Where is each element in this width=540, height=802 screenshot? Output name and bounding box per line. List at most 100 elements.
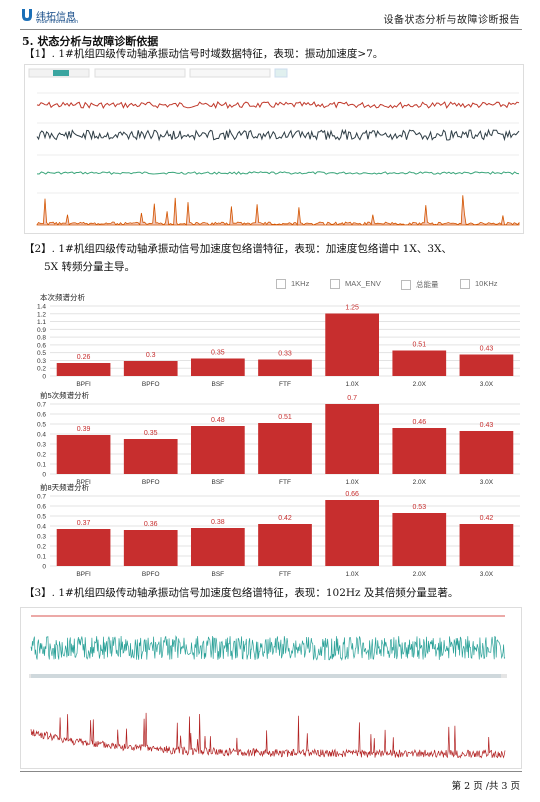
bar-3.0X xyxy=(459,524,514,566)
bar-value-label: 0.43 xyxy=(480,346,494,353)
time-domain-screenshot xyxy=(24,64,524,234)
company-logo-icon xyxy=(22,9,32,21)
x-tick-label: FTF xyxy=(279,571,291,577)
bar-value-label: 0.39 xyxy=(77,426,91,433)
x-tick-label: 3.0X xyxy=(480,571,494,577)
legend-item-total-energy[interactable]: 总能量 xyxy=(401,279,439,291)
y-tick-label: 1.2 xyxy=(37,311,46,318)
x-tick-label: 1.0X xyxy=(345,381,359,388)
bar-1.0X xyxy=(325,404,379,474)
y-tick-label: 0 xyxy=(42,374,46,381)
waveform-green xyxy=(36,171,520,175)
x-tick-label: 3.0X xyxy=(480,479,494,486)
footer-divider xyxy=(20,771,522,772)
y-tick-label: 0 xyxy=(42,472,46,479)
y-tick-label: 0.6 xyxy=(37,342,46,349)
y-tick-label: 0.6 xyxy=(37,504,46,511)
bar-value-label: 0.33 xyxy=(278,351,292,358)
x-tick-label: 2.0X xyxy=(413,381,427,388)
time-domain-waveforms xyxy=(28,68,520,226)
bar-value-label: 1.25 xyxy=(345,305,359,312)
bar-value-label: 0.26 xyxy=(77,354,91,361)
legend-item-max-env[interactable]: MAX_ENV xyxy=(330,279,381,290)
bar-1.0X xyxy=(325,313,379,376)
x-tick-label: 3.0X xyxy=(480,381,494,388)
x-tick-label: BPFI xyxy=(76,381,91,388)
company-logo-subtext: Vtue Information xyxy=(36,19,79,25)
legend-item-1khz[interactable]: 1KHz xyxy=(276,279,309,290)
y-tick-label: 1.4 xyxy=(37,304,46,311)
x-tick-label: BSF xyxy=(212,479,225,486)
y-tick-label: 0.7 xyxy=(37,494,46,501)
y-tick-label: 0.3 xyxy=(37,534,46,541)
bar-value-label: 0.51 xyxy=(412,342,426,349)
chart-title-1: 前5次频谱分析 xyxy=(40,390,90,400)
y-tick-label: 0.4 xyxy=(37,524,46,531)
bar-BPFI xyxy=(56,529,111,566)
envelope-spectrum-screenshot xyxy=(20,607,522,769)
y-tick-label: 0.2 xyxy=(37,452,46,459)
y-tick-label: 0.8 xyxy=(37,335,46,342)
x-tick-label: 2.0X xyxy=(413,571,427,577)
legend-item-10khz[interactable]: 10KHz xyxy=(460,279,498,290)
bar-value-label: 0.66 xyxy=(345,491,359,498)
chart-title-0: 本次频谱分析 xyxy=(40,292,85,302)
bar-2.0X xyxy=(392,513,447,566)
bar-value-label: 0.35 xyxy=(211,350,225,357)
y-tick-label: 0.1 xyxy=(37,462,46,469)
waveform-envelope xyxy=(36,195,520,226)
y-tick-label: 0.5 xyxy=(37,350,46,357)
y-tick-label: 0.5 xyxy=(37,422,46,429)
bar-value-label: 0.42 xyxy=(480,515,494,522)
bar-BSF xyxy=(191,358,245,376)
y-tick-label: 0.9 xyxy=(37,327,46,334)
spectrum-bar-charts: 本次频谱分析00.20.30.50.60.80.91.11.21.40.26BP… xyxy=(37,292,520,577)
company-logo-text: 纬拓信息 xyxy=(36,12,76,23)
y-tick-label: 0.1 xyxy=(37,554,46,561)
bar-BSF xyxy=(191,528,245,566)
bar-value-label: 0.7 xyxy=(347,395,357,402)
finding-3-text: 【3】. 1#机组四级传动轴承振动信号加速度包络谱特征，表现：102Hz 及其倍… xyxy=(24,587,459,599)
page-number: 第 2 页 /共 3 页 xyxy=(451,781,520,792)
chart-title-2: 前8天频谱分析 xyxy=(40,482,90,492)
bar-value-label: 0.46 xyxy=(412,419,426,426)
bar-value-label: 0.36 xyxy=(144,521,158,528)
bar-2.0X xyxy=(392,350,447,376)
finding-2-line2: 5X 转频分量主导。 xyxy=(44,261,135,273)
x-tick-label: 2.0X xyxy=(413,479,427,486)
header-divider xyxy=(20,29,522,30)
bar-3.0X xyxy=(459,354,514,376)
x-tick-label: BPFO xyxy=(142,479,160,486)
x-tick-label: 1.0X xyxy=(345,571,359,577)
bar-BSF xyxy=(191,426,245,474)
bar-3.0X xyxy=(459,431,514,474)
finding-1-text: 【1】. 1#机组四级传动轴承振动信号时域数据特征，表现：振动加速度>7。 xyxy=(24,48,384,60)
document-title: 设备状态分析与故障诊断报告 xyxy=(383,15,520,26)
y-tick-label: 0.2 xyxy=(37,366,46,373)
y-tick-label: 0.3 xyxy=(37,442,46,449)
bar-value-label: 0.48 xyxy=(211,417,225,424)
x-tick-label: BPFO xyxy=(142,571,160,577)
x-tick-label: BSF xyxy=(212,571,225,577)
bar-BPFO xyxy=(123,439,178,474)
waveform-red xyxy=(36,101,520,110)
y-tick-label: 0.6 xyxy=(37,412,46,419)
envelope-spectrum-plots xyxy=(29,615,507,759)
y-tick-label: 0.7 xyxy=(37,402,46,409)
y-tick-label: 0.2 xyxy=(37,544,46,551)
bar-value-label: 0.35 xyxy=(144,430,158,437)
bar-FTF xyxy=(258,359,312,376)
bar-BPFI xyxy=(56,363,111,376)
x-tick-label: 1.0X xyxy=(345,479,359,486)
y-tick-label: 0.5 xyxy=(37,514,46,521)
finding-2-line1: 【2】. 1#机组四级传动轴承振动信号加速度包络谱特征，表现：加速度包络谱中 1… xyxy=(24,243,452,255)
bar-FTF xyxy=(258,423,312,474)
x-tick-label: FTF xyxy=(279,479,291,486)
bar-value-label: 0.43 xyxy=(480,422,494,429)
bar-2.0X xyxy=(392,428,447,474)
bar-value-label: 0.37 xyxy=(77,520,91,527)
x-tick-label: BPFI xyxy=(76,479,91,486)
y-tick-label: 1.1 xyxy=(37,319,46,326)
y-tick-label: 0 xyxy=(42,564,46,571)
bar-value-label: 0.3 xyxy=(146,352,156,359)
